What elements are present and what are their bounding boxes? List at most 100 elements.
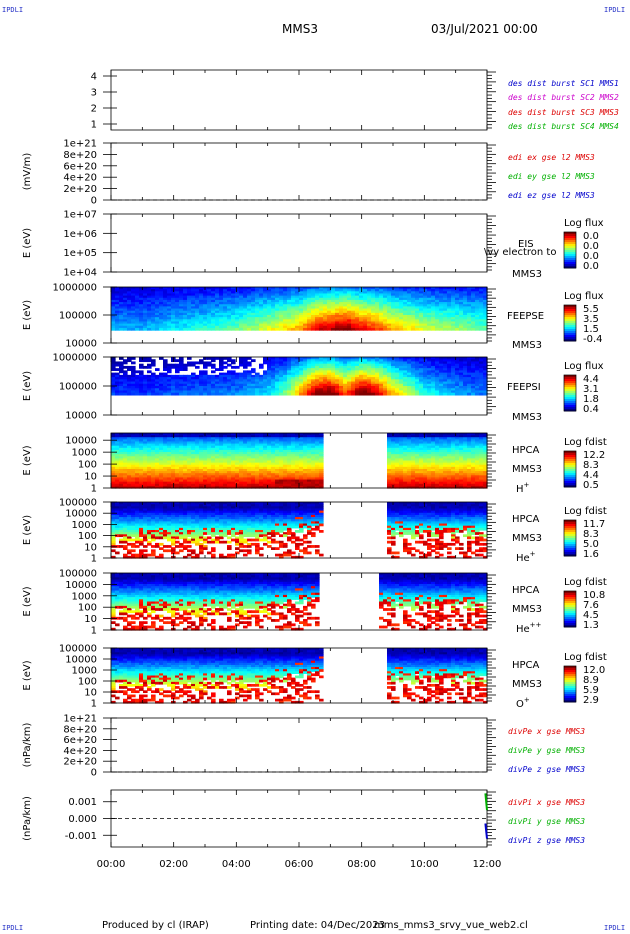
spectrogram-cell	[327, 317, 332, 320]
spectrogram-cell	[175, 368, 180, 371]
spectrogram-cell	[359, 323, 364, 327]
spectrogram-cell	[283, 368, 288, 371]
spectrogram-cell	[275, 327, 280, 331]
spectrogram-cell	[119, 325, 124, 329]
spectrogram-cell	[315, 287, 320, 290]
spectrogram-cell	[263, 370, 268, 374]
spectrogram-cell	[163, 383, 168, 387]
spectrogram-cell	[475, 304, 480, 307]
spectrogram-cell	[355, 392, 360, 396]
spectrogram-cell	[443, 317, 448, 320]
spectrogram-cell	[327, 299, 332, 303]
spectrogram-cell	[159, 312, 164, 316]
spectrogram-cell	[443, 308, 448, 312]
spectrogram-cell	[255, 383, 260, 387]
spectrogram-cell	[459, 304, 464, 307]
spectrogram-cell	[411, 392, 416, 396]
spectrogram-cell	[475, 392, 480, 396]
spectrogram-cell	[115, 306, 120, 310]
spectrogram-cell	[375, 289, 380, 292]
ytick-label: 1000000	[52, 283, 97, 294]
spectrogram-cell	[259, 386, 264, 389]
spectrogram-cell	[259, 327, 264, 331]
spectrogram-cell	[403, 287, 408, 290]
spectrogram-cell	[175, 291, 180, 295]
spectrogram-cell	[415, 325, 420, 329]
spectrogram-cell	[467, 319, 472, 323]
spectrogram-cell	[343, 310, 348, 314]
spectrogram-cell	[215, 327, 220, 331]
spectrogram-cell	[363, 392, 368, 396]
spectrogram-cell	[347, 317, 352, 320]
spectrogram-cell	[255, 317, 260, 320]
spectrogram-cell	[407, 295, 412, 299]
spectrogram-cell	[283, 323, 288, 327]
spectrogram-cell	[167, 295, 172, 299]
spectrogram-cell	[239, 372, 244, 376]
spectrogram-cell	[139, 287, 144, 290]
spectrogram-cell	[363, 299, 368, 303]
spectrogram-cell	[395, 327, 400, 331]
spectrogram-cell	[451, 308, 456, 312]
spectrogram-cell	[147, 319, 152, 323]
spectrogram-cell	[199, 319, 204, 323]
spectrogram-cell	[139, 390, 144, 394]
spectrogram-cell	[427, 312, 432, 316]
spectrogram-cell	[447, 321, 452, 325]
spectrogram-cell	[215, 386, 220, 389]
spectrogram-cell	[115, 317, 120, 320]
spectrogram-cell	[295, 319, 300, 323]
spectrogram-cell	[307, 308, 312, 312]
spectrogram-cell	[351, 312, 356, 316]
spacecraft-title: MMS3	[282, 22, 318, 36]
spectrogram-cell	[263, 315, 268, 318]
spectrogram-cell	[119, 317, 124, 320]
spectrogram-cell	[319, 357, 324, 360]
spectrogram-cell	[407, 319, 412, 323]
spectrogram-cell	[359, 306, 364, 310]
spectrogram-cell	[299, 327, 304, 331]
spectrogram-cell	[395, 304, 400, 307]
spectrogram-cell	[387, 289, 392, 292]
spectrogram-cell	[171, 321, 176, 325]
spectrogram-cell	[251, 287, 256, 290]
spectrogram-cell	[331, 287, 336, 290]
spectrogram-cell	[139, 291, 144, 295]
spectrogram-cell	[311, 315, 316, 318]
spectrogram-cell	[127, 374, 132, 378]
spectrogram-cell	[339, 306, 344, 310]
spectrogram-cell	[335, 287, 340, 290]
spectrogram-cell	[111, 293, 116, 297]
spectrogram-cell	[187, 321, 192, 325]
spectrogram-cell	[199, 361, 204, 365]
spectrogram-cell	[151, 372, 156, 376]
spectrogram-cell	[327, 297, 332, 301]
spectrogram-cell	[243, 392, 248, 396]
spectrogram-cell	[195, 388, 200, 392]
spectrogram-cell	[379, 289, 384, 292]
spectrogram-cell	[111, 386, 116, 389]
spectrogram-cell	[479, 291, 484, 295]
spectrogram-cell	[227, 317, 232, 320]
spectrogram-cell	[307, 383, 312, 387]
spectrogram-cell	[355, 325, 360, 329]
spectrogram-cell	[295, 359, 300, 363]
spectrogram-cell	[127, 315, 132, 318]
spectrogram-cell	[215, 323, 220, 327]
spectrogram-cell	[167, 381, 172, 385]
spectrogram-cell	[371, 308, 376, 312]
spectrogram-cell	[451, 323, 456, 327]
spectrogram-cell	[195, 308, 200, 312]
spectrogram-cell	[119, 321, 124, 325]
spectrogram-cell	[459, 310, 464, 314]
spectrogram-cell	[247, 299, 252, 303]
spectrogram-cell	[303, 291, 308, 295]
spectrogram-cell	[187, 317, 192, 320]
spectrogram-cell	[475, 310, 480, 314]
spectrogram-cell	[299, 388, 304, 392]
spectrogram-cell	[303, 325, 308, 329]
spectrogram-cell	[187, 315, 192, 318]
spectrogram-cell	[311, 368, 316, 371]
spectrogram-cell	[311, 317, 316, 320]
spectrogram-cell	[431, 317, 436, 320]
